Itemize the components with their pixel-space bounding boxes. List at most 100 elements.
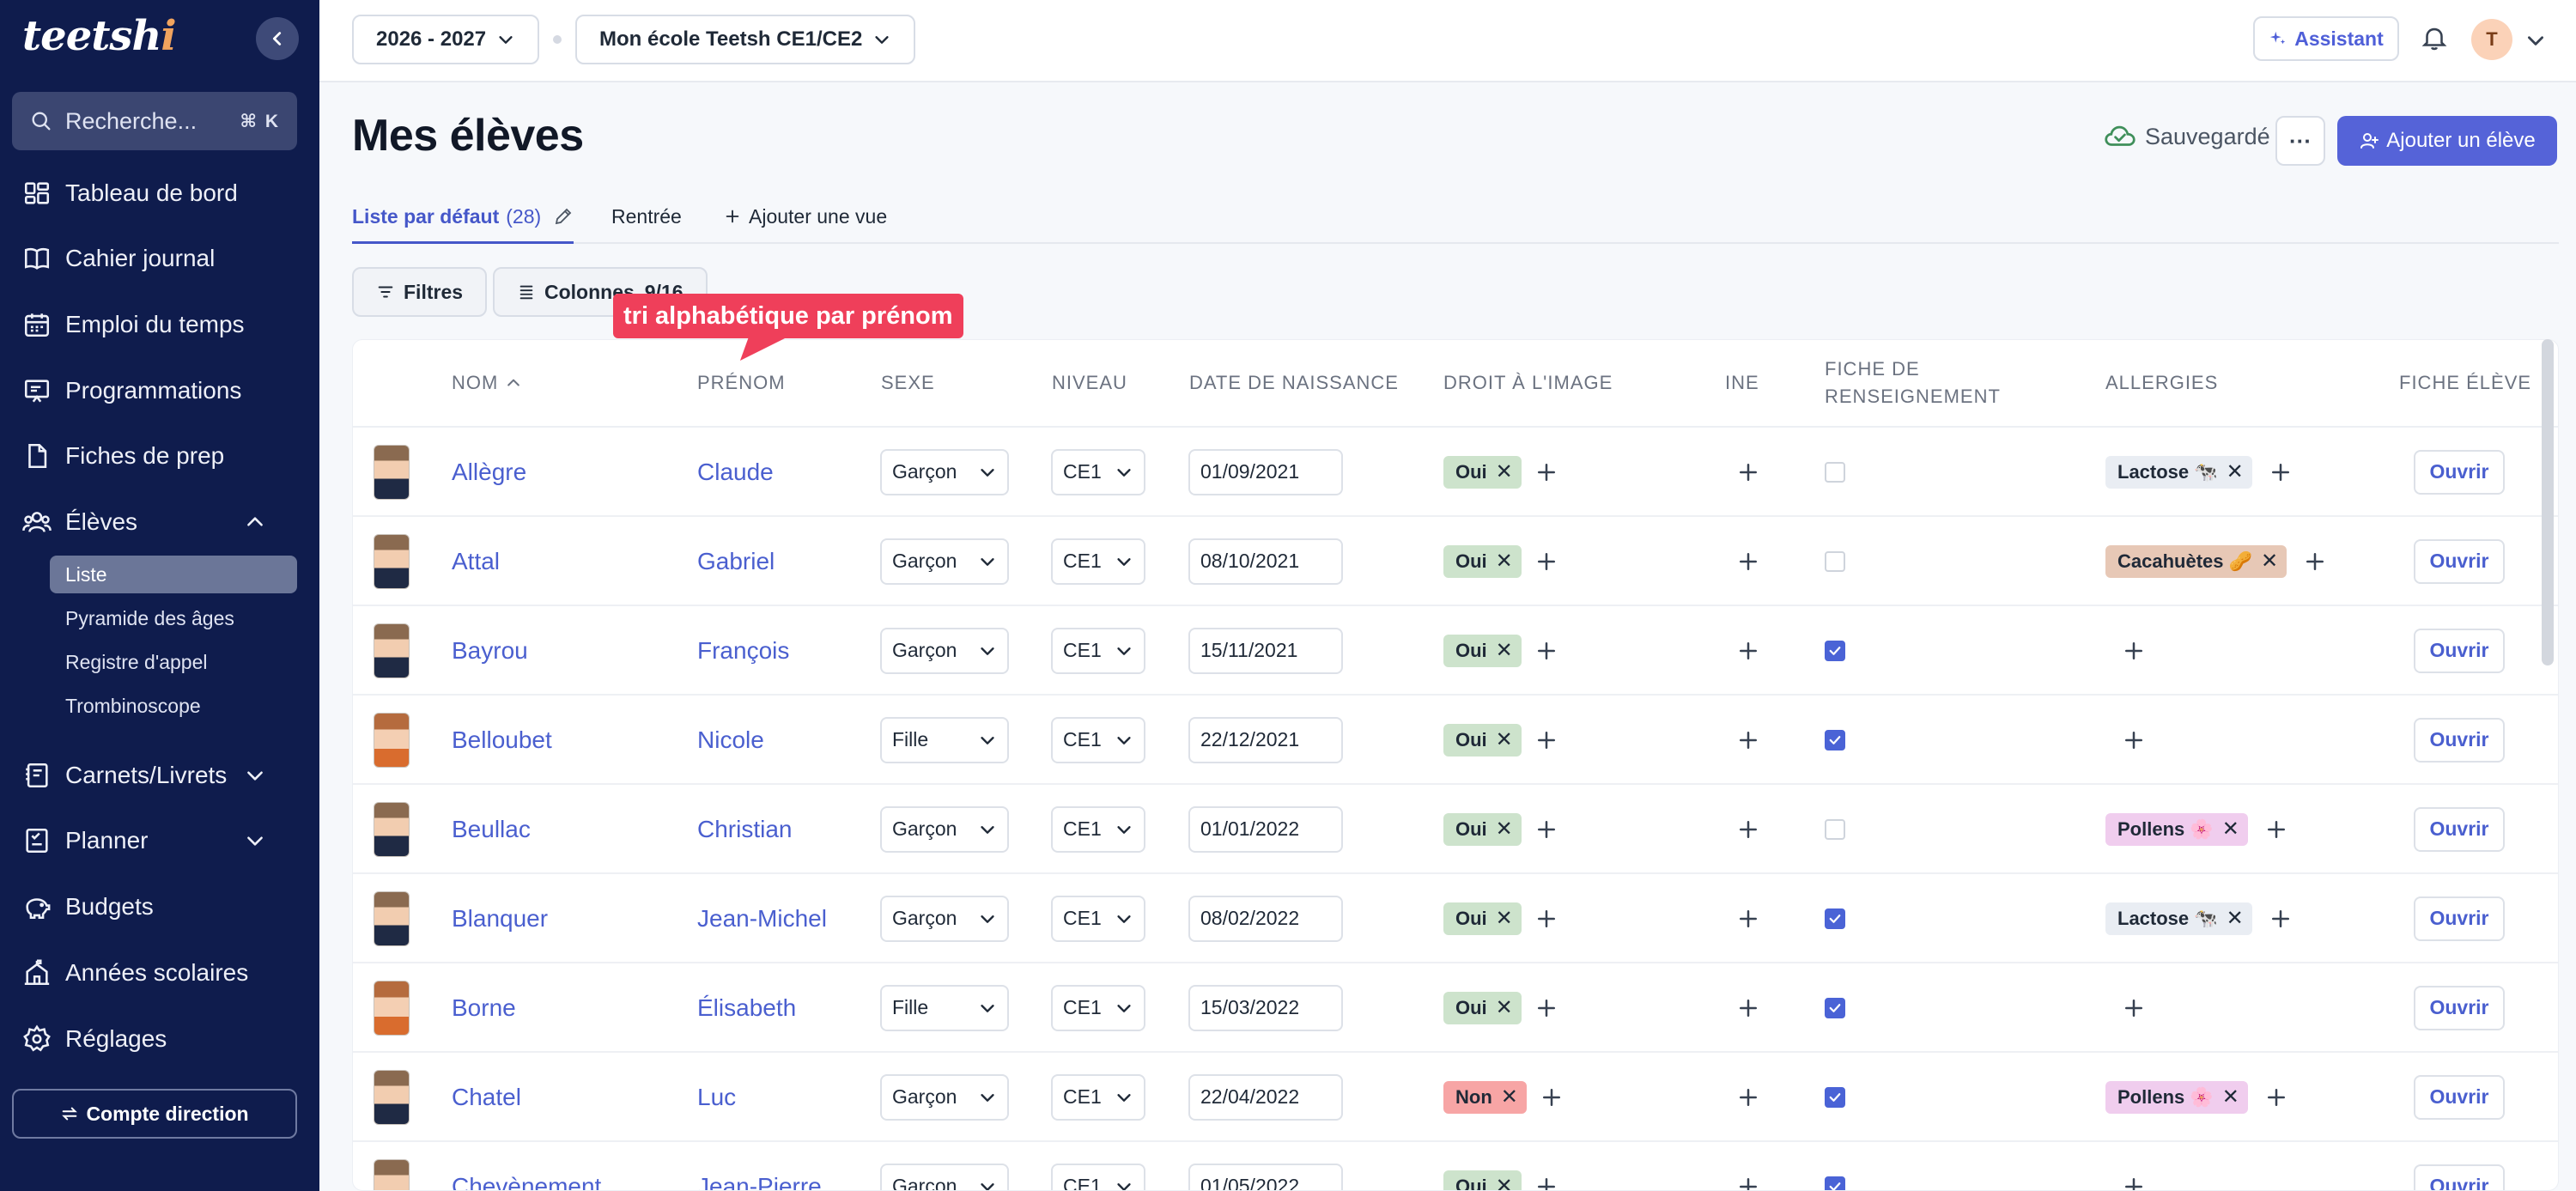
plus-icon[interactable] [1534,727,1559,753]
plus-icon[interactable] [1735,906,1761,932]
remove-tag-icon[interactable]: ✕ [1495,907,1513,930]
bell-icon[interactable] [2420,22,2449,53]
birth-date-input[interactable]: 15/11/2021 [1188,627,1343,674]
user-avatar[interactable]: T [2471,19,2512,60]
level-select[interactable]: CE1 [1051,805,1145,853]
info-sheet-checkbox[interactable] [1825,640,1845,661]
sidebar-item-annees-scolaires[interactable]: Années scolaires [22,949,297,997]
add-view-button[interactable]: Ajouter une vue [723,199,887,234]
plus-icon[interactable] [1735,549,1761,574]
open-student-button[interactable]: Ouvrir [2414,1164,2505,1190]
column-header-naissance[interactable]: DATE DE NAISSANCE [1189,372,1399,394]
student-last-name-link[interactable]: Chevènement [452,1172,602,1191]
remove-tag-icon[interactable]: ✕ [1495,550,1513,573]
open-student-button[interactable]: Ouvrir [2414,538,2505,584]
plus-icon[interactable] [1735,817,1761,842]
sex-select[interactable]: Garçon [880,805,1009,853]
level-select[interactable]: CE1 [1051,627,1145,674]
sidebar-item-carnets[interactable]: Carnets/Livrets [22,751,297,799]
info-sheet-checkbox[interactable] [1825,550,1845,572]
column-header-prenom[interactable]: PRÉNOM [697,372,786,394]
student-last-name-link[interactable]: Bayrou [452,636,528,664]
year-dropdown[interactable]: 2026 - 2027 [352,15,540,64]
student-first-name-link[interactable]: Jean-Michel [697,904,827,932]
column-header-fiche-eleve[interactable]: FICHE ÉLÈVE [2399,372,2532,394]
student-last-name-link[interactable]: Attal [452,547,501,574]
sidebar-item-emploi-du-temps[interactable]: Emploi du temps [22,301,297,349]
birth-date-input[interactable]: 01/05/2022 [1188,1163,1343,1190]
birth-date-input[interactable]: 15/03/2022 [1188,984,1343,1031]
sidebar-item-reglages[interactable]: Réglages [22,1015,297,1063]
open-student-button[interactable]: Ouvrir [2414,806,2505,852]
open-student-button[interactable]: Ouvrir [2414,628,2505,673]
teetsh-logo[interactable]: teetshi [22,12,177,60]
plus-icon[interactable] [1735,459,1761,485]
open-student-button[interactable]: Ouvrir [2414,896,2505,941]
birth-date-input[interactable]: 08/02/2022 [1188,895,1343,942]
level-select[interactable]: CE1 [1051,448,1145,495]
sex-select[interactable]: Garçon [880,895,1009,942]
level-select[interactable]: CE1 [1051,1073,1145,1121]
search-input[interactable]: Recherche... ⌘ K [12,92,297,150]
plus-icon[interactable] [2268,459,2293,485]
student-photo[interactable] [374,623,410,678]
student-photo[interactable] [374,801,410,857]
student-photo[interactable] [374,1069,410,1125]
info-sheet-checkbox[interactable] [1825,908,1845,929]
plus-icon[interactable] [2302,549,2328,574]
level-select[interactable]: CE1 [1051,1163,1145,1190]
sidebar-item-eleves[interactable]: Élèves [22,498,297,546]
column-header-fiche-renseignement[interactable]: FICHE DE RENSEIGNEMENT [1825,358,2001,407]
info-sheet-checkbox[interactable] [1825,461,1845,483]
sidebar-subitem-trombinoscope[interactable]: Trombinoscope [65,694,201,717]
level-select[interactable]: CE1 [1051,984,1145,1031]
student-first-name-link[interactable]: François [697,636,790,664]
sex-select[interactable]: Garçon [880,448,1009,495]
sex-select[interactable]: Garçon [880,627,1009,674]
column-header-nom[interactable]: NOM [452,340,522,426]
student-photo[interactable] [374,980,410,1036]
tab-rentree[interactable]: Rentrée [611,204,682,228]
plus-icon[interactable] [2268,906,2293,932]
student-photo[interactable] [374,533,410,589]
info-sheet-checkbox[interactable] [1825,818,1845,840]
add-student-button[interactable]: Ajouter un élève [2337,116,2557,166]
sex-select[interactable]: Fille [880,984,1009,1031]
tab-liste-par-defaut[interactable]: Liste par défaut (28) [352,199,574,244]
remove-tag-icon[interactable]: ✕ [1495,460,1513,483]
plus-icon[interactable] [1534,549,1559,574]
student-photo[interactable] [374,712,410,768]
student-photo[interactable] [374,1158,410,1190]
student-first-name-link[interactable]: Nicole [697,726,764,753]
plus-icon[interactable] [1735,1174,1761,1191]
plus-icon[interactable] [1534,638,1559,664]
plus-icon[interactable] [2263,1085,2289,1110]
table-scrollbar[interactable] [2542,339,2554,665]
plus-icon[interactable] [1534,906,1559,932]
birth-date-input[interactable]: 08/10/2021 [1188,538,1343,585]
level-select[interactable]: CE1 [1051,716,1145,763]
remove-tag-icon[interactable]: ✕ [1495,817,1513,841]
column-header-niveau[interactable]: NIVEAU [1052,372,1127,394]
sidebar-subitem-registre[interactable]: Registre d'appel [65,650,208,673]
column-header-allergies[interactable]: ALLERGIES [2105,372,2219,394]
remove-allergy-icon[interactable]: ✕ [2226,907,2244,930]
birth-date-input[interactable]: 01/01/2022 [1188,805,1343,853]
remove-allergy-icon[interactable]: ✕ [2261,550,2279,573]
remove-allergy-icon[interactable]: ✕ [2221,817,2239,841]
plus-icon[interactable] [1534,1174,1559,1191]
sidebar-item-programmations[interactable]: Programmations [22,367,297,415]
column-header-sexe[interactable]: SEXE [881,372,935,394]
level-select[interactable]: CE1 [1051,538,1145,585]
remove-allergy-icon[interactable]: ✕ [2226,460,2244,483]
student-last-name-link[interactable]: Blanquer [452,904,549,932]
school-dropdown[interactable]: Mon école Teetsh CE1/CE2 [575,15,916,64]
pencil-icon[interactable] [553,206,574,227]
column-header-ine[interactable]: INE [1725,372,1759,394]
remove-allergy-icon[interactable]: ✕ [2221,1085,2239,1109]
birth-date-input[interactable]: 22/12/2021 [1188,716,1343,763]
plus-icon[interactable] [1534,817,1559,842]
plus-icon[interactable] [2121,995,2147,1021]
filters-button[interactable]: Filtres [352,267,488,317]
plus-icon[interactable] [2121,727,2147,753]
